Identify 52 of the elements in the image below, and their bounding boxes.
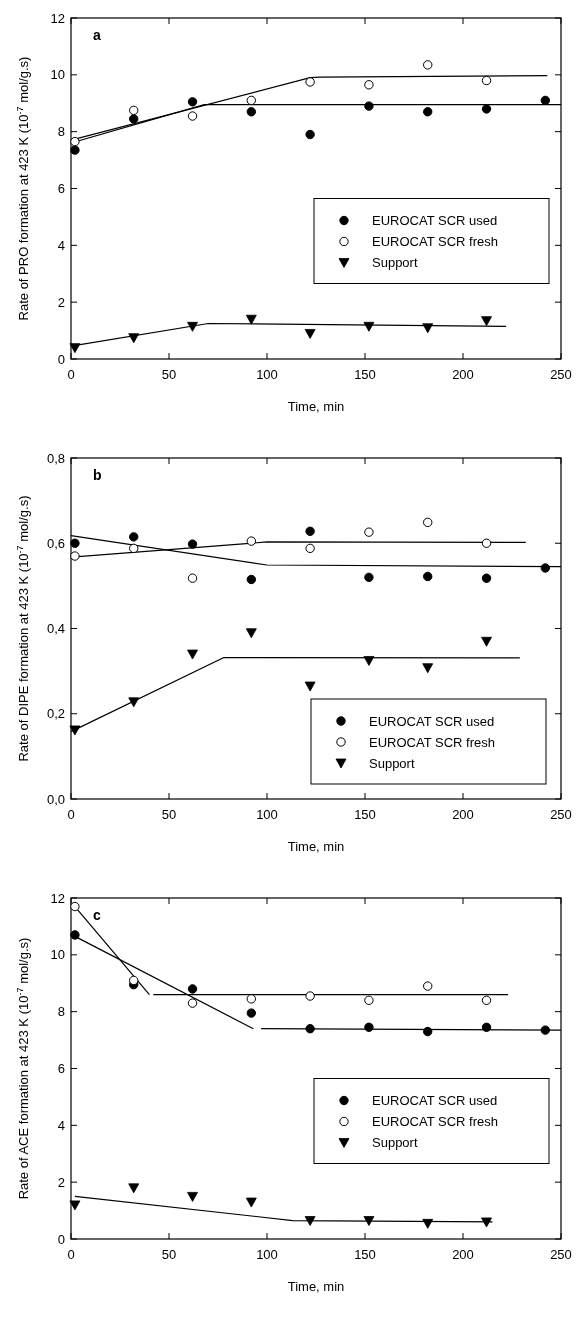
x-tick-label: 100 bbox=[256, 367, 278, 382]
y-tick-label: 6 bbox=[57, 1061, 65, 1077]
y-tick-label: 6 bbox=[57, 181, 65, 197]
x-axis-title: Time, min bbox=[287, 1279, 345, 1294]
y-tick-label: 0,0 bbox=[46, 791, 65, 807]
y-tick-label: 2 bbox=[57, 294, 65, 310]
x-tick-label: 250 bbox=[550, 1247, 572, 1262]
y-tick-label: 0,6 bbox=[46, 535, 65, 551]
x-tick-label: 100 bbox=[256, 1247, 278, 1262]
x-tick-label: 50 bbox=[161, 1247, 177, 1262]
x-tick-label: 250 bbox=[550, 367, 572, 382]
text: a bbox=[93, 27, 101, 43]
legend-label: Support bbox=[372, 1135, 418, 1151]
y-tick-label: 2 bbox=[57, 1174, 65, 1190]
x-tick-label: 150 bbox=[354, 1247, 376, 1262]
x-axis-title: Time, min bbox=[287, 399, 345, 414]
x-tick-label: 0 bbox=[67, 807, 75, 822]
y-tick-label: 0,8 bbox=[46, 450, 65, 466]
y-tick-label: 12 bbox=[50, 10, 65, 26]
x-tick-label: 50 bbox=[161, 367, 177, 382]
x-tick-label: 250 bbox=[550, 807, 572, 822]
y-tick-label: 8 bbox=[57, 1004, 65, 1020]
x-axis-title: Time, min bbox=[287, 839, 345, 854]
y-tick-label: 8 bbox=[57, 124, 65, 140]
x-tick-label: 200 bbox=[452, 807, 474, 822]
legend-label: EUROCAT SCR used bbox=[372, 213, 498, 229]
y-tick-label: 0,2 bbox=[46, 706, 65, 722]
legend-label: EUROCAT SCR fresh bbox=[372, 234, 498, 250]
y-tick-label: 4 bbox=[57, 1117, 65, 1133]
y-tick-label: 0,4 bbox=[46, 621, 65, 637]
y-tick-label: 10 bbox=[50, 67, 65, 83]
legend-label: EUROCAT SCR used bbox=[372, 1093, 498, 1109]
x-tick-label: 200 bbox=[452, 1247, 474, 1262]
x-tick-label: 200 bbox=[452, 367, 474, 382]
legend-label: EUROCAT SCR fresh bbox=[369, 734, 495, 750]
legend-label: Support bbox=[372, 255, 418, 271]
x-tick-label: 0 bbox=[67, 1247, 75, 1262]
text: b bbox=[93, 467, 102, 483]
legend-label: Support bbox=[369, 755, 415, 771]
x-tick-label: 0 bbox=[67, 367, 75, 382]
y-tick-label: 4 bbox=[57, 237, 65, 253]
y-tick-label: 0 bbox=[57, 351, 65, 367]
x-tick-label: 150 bbox=[354, 807, 376, 822]
x-tick-label: 100 bbox=[256, 807, 278, 822]
legend-label: EUROCAT SCR fresh bbox=[372, 1114, 498, 1130]
y-tick-label: 12 bbox=[50, 890, 65, 906]
x-tick-label: 50 bbox=[161, 807, 177, 822]
legend-label: EUROCAT SCR used bbox=[369, 713, 495, 729]
text: c bbox=[93, 907, 101, 923]
x-tick-label: 150 bbox=[354, 367, 376, 382]
y-tick-label: 0 bbox=[57, 1231, 65, 1247]
y-tick-label: 10 bbox=[50, 947, 65, 963]
